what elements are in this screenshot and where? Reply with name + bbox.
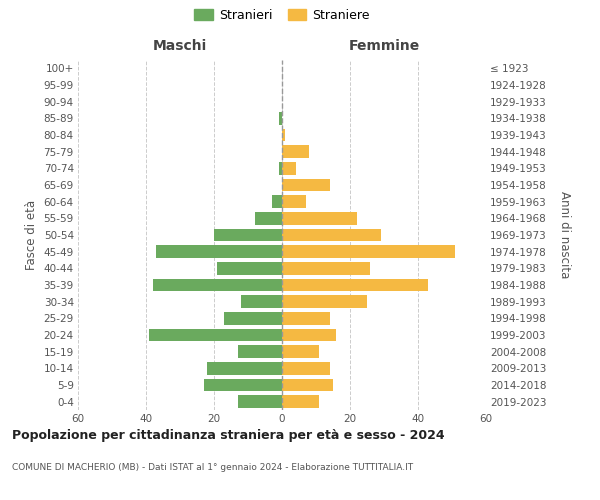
Bar [149,329,282,341]
Text: Popolazione per cittadinanza straniera per età e sesso - 2024: Popolazione per cittadinanza straniera p… [12,430,445,442]
Bar [241,296,282,308]
Text: COMUNE DI MACHERIO (MB) - Dati ISTAT al 1° gennaio 2024 - Elaborazione TUTTITALI: COMUNE DI MACHERIO (MB) - Dati ISTAT al … [12,464,413,472]
Bar [282,262,370,274]
Bar [282,246,455,258]
Bar [282,312,329,324]
Text: Femmine: Femmine [349,38,419,52]
Bar [153,279,282,291]
Y-axis label: Anni di nascita: Anni di nascita [558,192,571,278]
Bar [272,196,282,208]
Bar [217,262,282,274]
Bar [282,129,286,141]
Bar [282,379,333,391]
Bar [282,346,319,358]
Bar [282,179,329,192]
Bar [282,296,367,308]
Y-axis label: Fasce di età: Fasce di età [25,200,38,270]
Bar [238,346,282,358]
Bar [214,229,282,241]
Bar [224,312,282,324]
Bar [282,212,357,224]
Bar [207,362,282,374]
Bar [255,212,282,224]
Text: Maschi: Maschi [153,38,207,52]
Bar [282,362,329,374]
Bar [282,229,380,241]
Bar [282,146,309,158]
Bar [156,246,282,258]
Legend: Stranieri, Straniere: Stranieri, Straniere [194,8,370,22]
Bar [282,162,296,174]
Bar [282,396,319,408]
Bar [282,279,428,291]
Bar [282,329,337,341]
Bar [278,162,282,174]
Bar [204,379,282,391]
Bar [238,396,282,408]
Bar [282,196,306,208]
Bar [278,112,282,124]
